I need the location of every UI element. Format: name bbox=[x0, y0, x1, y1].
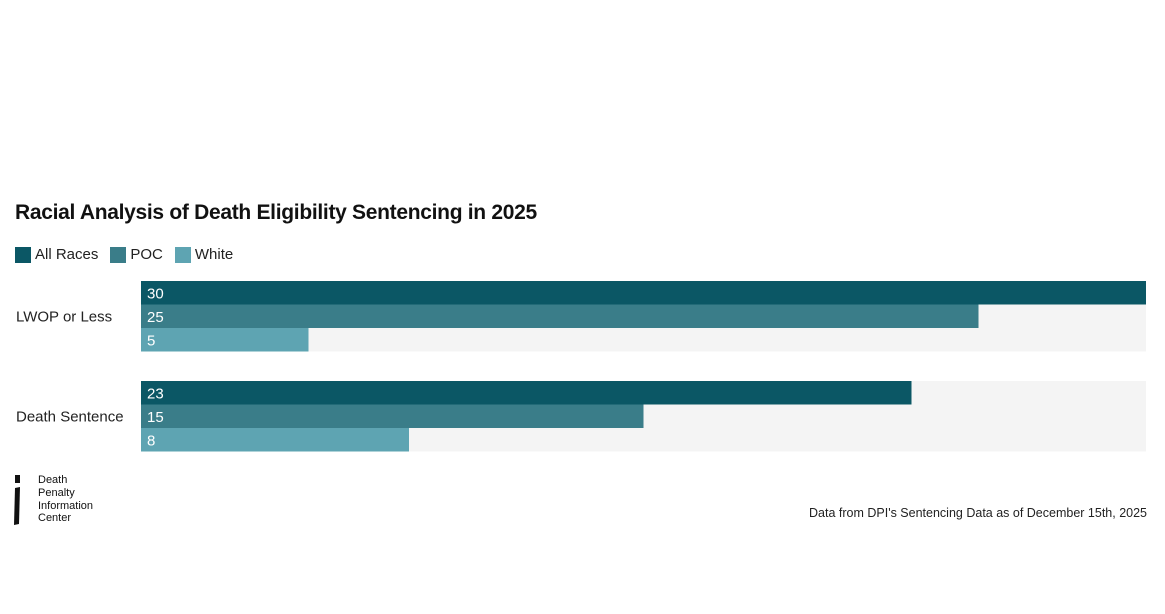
dpic-logo: Death Penalty Information Center bbox=[14, 474, 93, 525]
bar-lwop-or-less-white bbox=[141, 328, 309, 352]
data-source-note: Data from DPI's Sentencing Data as of De… bbox=[809, 506, 1147, 520]
legend-label-poc: POC bbox=[130, 246, 163, 263]
logo-line-center: Center bbox=[38, 512, 72, 525]
bar-lwop-or-less-poc bbox=[141, 304, 979, 328]
legend-item-white: White bbox=[174, 246, 234, 263]
bar-value-label-death-sentence-white: 8 bbox=[147, 432, 155, 449]
logo-mark-icon bbox=[14, 475, 20, 525]
category-label-lwop-or-less: LWOP or Less bbox=[16, 308, 112, 325]
logo-line-information: Information bbox=[38, 499, 94, 512]
bar-death-sentence-poc bbox=[141, 404, 644, 428]
bar-value-label-death-sentence-all-races: 23 bbox=[147, 385, 164, 402]
bar-value-label-death-sentence-poc: 15 bbox=[147, 409, 164, 426]
bar-value-label-lwop-or-less-all-races: 30 bbox=[147, 285, 164, 302]
legend-swatch-white bbox=[174, 246, 191, 263]
legend-swatch-poc bbox=[110, 246, 127, 263]
logo-line-penalty: Penalty bbox=[38, 486, 75, 499]
bar-death-sentence-all-races bbox=[141, 381, 912, 405]
logo-line-death: Death bbox=[38, 474, 68, 486]
chart-legend: All Races POC White bbox=[15, 246, 245, 263]
legend-item-poc: POC bbox=[110, 246, 163, 263]
bar-lwop-or-less-all-races bbox=[141, 281, 1146, 305]
bar-death-sentence-white bbox=[141, 428, 409, 452]
legend-item-all-races: All Races bbox=[15, 246, 98, 263]
category-label-death-sentence: Death Sentence bbox=[16, 408, 124, 425]
bar-value-label-lwop-or-less-poc: 25 bbox=[147, 309, 164, 326]
legend-label-white: White bbox=[194, 246, 234, 263]
logo-text: Death Penalty Information Center bbox=[38, 474, 93, 525]
legend-label-all-races: All Races bbox=[35, 246, 99, 263]
bar-value-label-lwop-or-less-white: 5 bbox=[147, 332, 155, 349]
legend-swatch-all-races bbox=[15, 246, 31, 263]
chart-title: Racial Analysis of Death Eligibility Sen… bbox=[15, 201, 537, 224]
